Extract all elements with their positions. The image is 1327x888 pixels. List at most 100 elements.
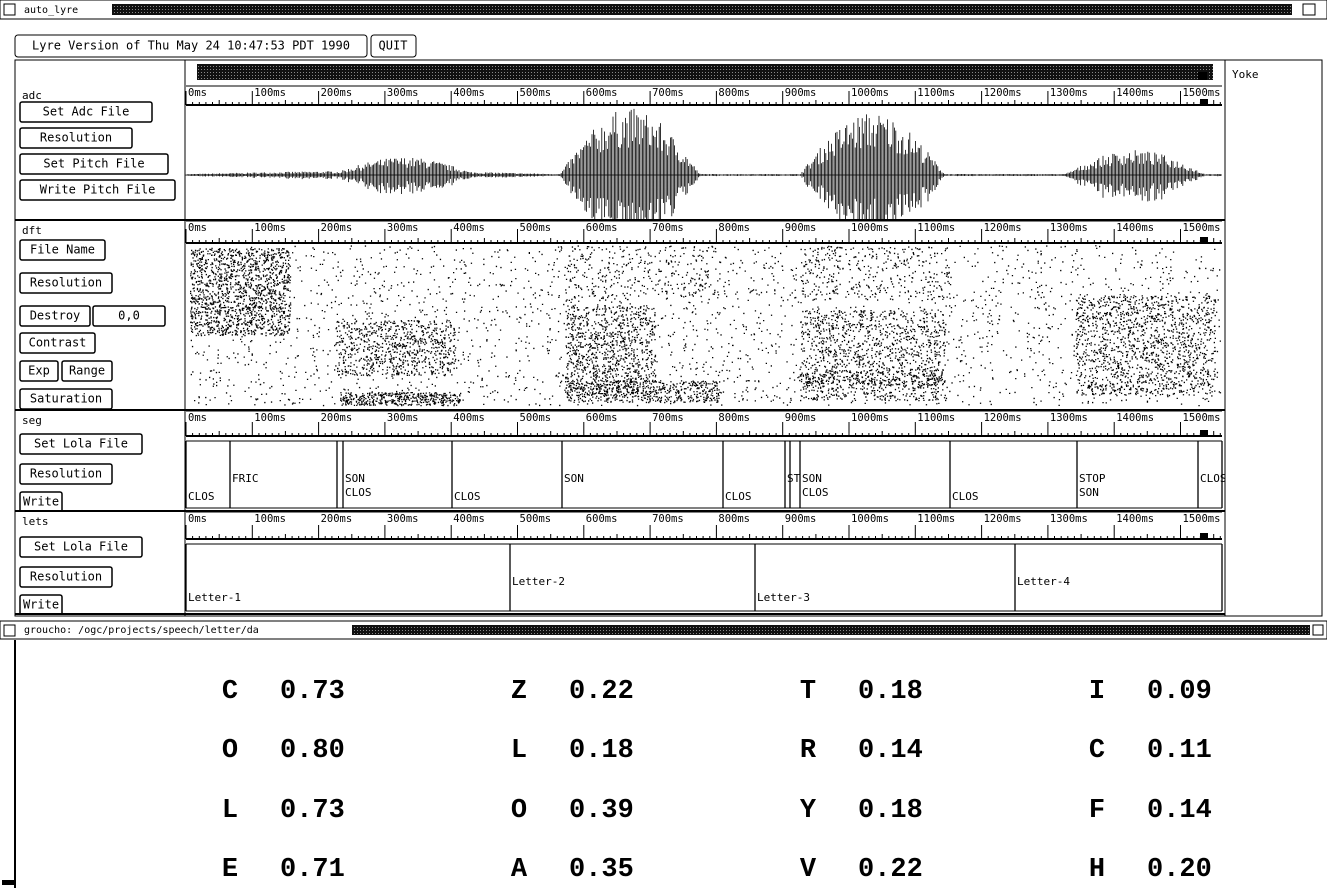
result-score: 0.11 — [1147, 736, 1212, 766]
ruler-label: 1000ms — [851, 222, 889, 234]
button[interactable]: Set Lola File — [20, 434, 142, 454]
result-score: 0.80 — [280, 736, 345, 766]
ruler-label: 500ms — [520, 87, 552, 99]
ruler-label: 600ms — [586, 87, 618, 99]
ruler-label: 1200ms — [984, 87, 1022, 99]
ruler-label: 1500ms — [1183, 513, 1221, 525]
ruler-label: 100ms — [254, 222, 286, 234]
segment-label: CLOS — [345, 486, 372, 499]
ruler-label: 900ms — [785, 513, 817, 525]
ruler-label: 1400ms — [1116, 513, 1154, 525]
ruler-label: 1000ms — [851, 87, 889, 99]
result-score: 0.73 — [280, 796, 345, 826]
scroll-thumb[interactable] — [1198, 72, 1207, 80]
button-label: Range — [69, 364, 105, 378]
ruler-label: 1100ms — [917, 513, 955, 525]
ruler-label: 600ms — [586, 513, 618, 525]
result-letter: T — [800, 677, 816, 707]
ruler-label: 1400ms — [1116, 87, 1154, 99]
ruler-label: 700ms — [652, 513, 684, 525]
result-score: 0.14 — [858, 736, 923, 766]
segment-label: Letter-4 — [1017, 575, 1070, 588]
window-icon[interactable] — [4, 625, 15, 636]
result-letter: E — [222, 855, 238, 885]
result-letter: V — [800, 855, 817, 885]
button[interactable]: Resolution — [20, 464, 112, 484]
result-score: 0.22 — [858, 855, 923, 885]
segment-label: ST — [787, 472, 801, 485]
button[interactable]: Contrast — [20, 333, 95, 353]
resize-icon[interactable] — [1313, 625, 1323, 635]
button[interactable]: Write — [20, 595, 62, 615]
button-label: Write — [23, 598, 59, 612]
result-letter: I — [1089, 677, 1105, 707]
panel-name: lets — [22, 515, 49, 528]
ruler-label: 100ms — [254, 513, 286, 525]
ruler-label: 700ms — [652, 87, 684, 99]
ruler-label: 1100ms — [917, 412, 955, 424]
result-score: 0.22 — [569, 677, 634, 707]
segment-label: FRIC — [232, 472, 259, 485]
ruler-label: 1300ms — [1050, 412, 1088, 424]
button-label: Write — [23, 495, 59, 509]
button[interactable]: Write — [20, 492, 62, 512]
segment-label: SON — [1079, 486, 1099, 499]
ruler-label: 0ms — [188, 412, 207, 424]
button-label: 0,0 — [118, 309, 140, 323]
result-score: 0.73 — [280, 677, 345, 707]
ruler-label: 500ms — [520, 412, 552, 424]
ruler-label: 600ms — [586, 412, 618, 424]
quit-button[interactable]: QUIT — [371, 35, 416, 57]
ruler-label: 1100ms — [917, 87, 955, 99]
button-label: Set Lola File — [34, 437, 128, 451]
ruler-label: 1300ms — [1050, 222, 1088, 234]
result-letter: Z — [511, 677, 527, 707]
result-letter: L — [222, 796, 238, 826]
scrollbar[interactable] — [197, 64, 1213, 80]
segment-label: SON — [345, 472, 365, 485]
ruler-label: 300ms — [387, 513, 419, 525]
ruler-marker — [1200, 430, 1208, 437]
segment-label: CLOS — [725, 490, 752, 503]
ruler-label: 300ms — [387, 412, 419, 424]
segment-label: SON — [564, 472, 584, 485]
resize-icon[interactable] — [1303, 4, 1315, 15]
version-button[interactable]: Lyre Version of Thu May 24 10:47:53 PDT … — [15, 35, 367, 57]
ruler-label: 1200ms — [984, 412, 1022, 424]
button[interactable]: Resolution — [20, 567, 112, 587]
button[interactable]: Resolution — [20, 128, 132, 148]
panel-name: adc — [22, 89, 42, 102]
button[interactable]: Write Pitch File — [20, 180, 175, 200]
window-icon[interactable] — [4, 4, 15, 15]
segment-label: CLOS — [454, 490, 481, 503]
button-label: Resolution — [30, 570, 102, 584]
button[interactable]: Set Adc File — [20, 102, 152, 122]
ruler-label: 200ms — [321, 412, 353, 424]
button[interactable]: Saturation — [20, 389, 112, 409]
yoke-label: Yoke — [1232, 68, 1259, 81]
result-letter: C — [222, 677, 238, 707]
segment-label: STOP — [1079, 472, 1106, 485]
ruler-label: 1300ms — [1050, 513, 1088, 525]
ruler-label: 1400ms — [1116, 222, 1154, 234]
result-letter: O — [222, 736, 238, 766]
ruler-label: 1500ms — [1183, 412, 1221, 424]
button[interactable]: File Name — [20, 240, 105, 260]
ruler-label: 400ms — [453, 222, 485, 234]
button[interactable]: 0,0 — [93, 306, 165, 326]
button[interactable]: Set Lola File — [20, 537, 142, 557]
button[interactable]: Set Pitch File — [20, 154, 168, 174]
ruler-label: 1200ms — [984, 513, 1022, 525]
button[interactable]: Range — [62, 361, 112, 381]
ruler-label: 100ms — [254, 412, 286, 424]
button[interactable]: Destroy — [20, 306, 90, 326]
button[interactable]: Exp — [20, 361, 58, 381]
button[interactable]: Resolution — [20, 273, 112, 293]
button-label: Resolution — [30, 467, 102, 481]
ruler-label: 1000ms — [851, 412, 889, 424]
ruler-label: 200ms — [321, 87, 353, 99]
ruler-label: 0ms — [188, 513, 207, 525]
result-letter: L — [511, 736, 527, 766]
ruler-label: 300ms — [387, 87, 419, 99]
ruler-label: 500ms — [520, 513, 552, 525]
